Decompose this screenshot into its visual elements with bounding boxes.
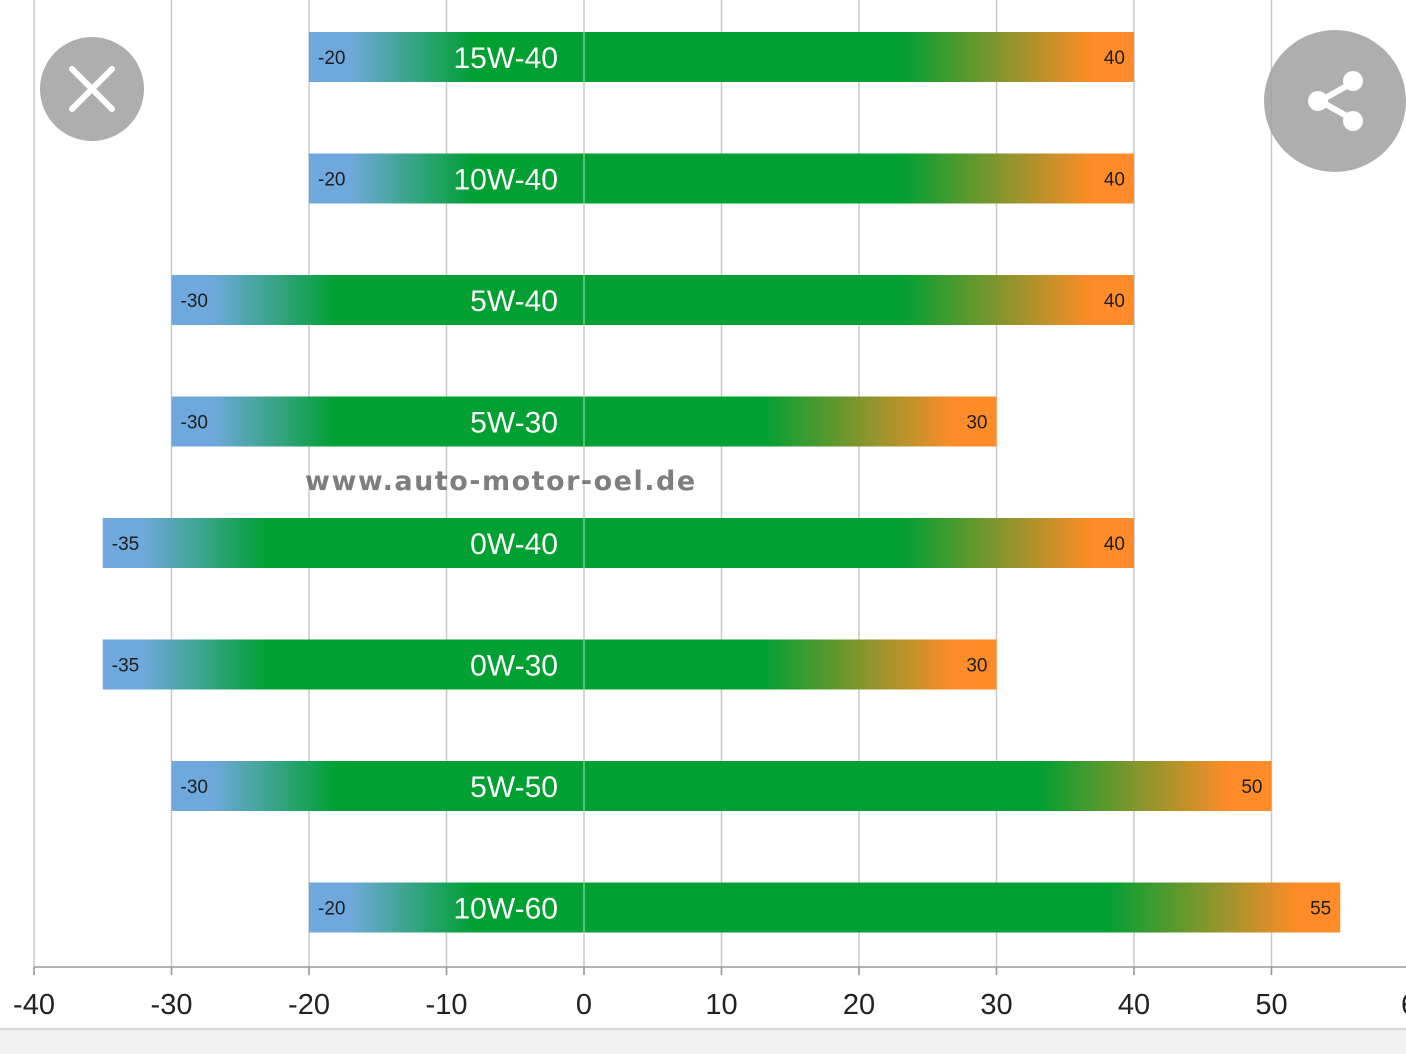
bar-min-label: -30 xyxy=(181,777,208,798)
bar-min-label: -20 xyxy=(318,48,345,69)
oil-temperature-range-chart: -20 40 15W-40 -20 40 10W-40 -30 40 5W-40 -30 30 5W-… xyxy=(13,0,1406,1021)
bar-max-label: 40 xyxy=(1104,170,1125,191)
bar-name-label: 10W-40 xyxy=(453,164,558,197)
bar-name-label: 5W-50 xyxy=(470,771,558,804)
x-tick-label: 50 xyxy=(1255,989,1287,1021)
bar-max-label: 50 xyxy=(1241,777,1262,798)
bar-min-label: -35 xyxy=(112,534,139,555)
x-tick-label: -20 xyxy=(288,989,330,1021)
bar-name-label: 15W-40 xyxy=(453,42,558,75)
bar-name-label: 10W-60 xyxy=(453,893,558,926)
x-tick-label: 30 xyxy=(980,989,1012,1021)
close-button[interactable] xyxy=(40,37,144,141)
x-tick-label: 10 xyxy=(705,989,737,1021)
bar-min-label: -30 xyxy=(181,291,208,312)
bar-15W-40 xyxy=(309,32,1134,82)
bottom-strip xyxy=(0,1028,1406,1054)
bar-0W-40 xyxy=(102,518,1134,568)
bar-name-label: 0W-30 xyxy=(470,650,558,683)
bar-max-label: 55 xyxy=(1310,899,1331,920)
share-button[interactable] xyxy=(1264,30,1406,172)
bar-name-label: 0W-40 xyxy=(470,528,558,561)
watermark-text: www.auto-motor-oel.de xyxy=(305,466,697,497)
bar-0W-30 xyxy=(102,639,997,690)
x-tick-label: -10 xyxy=(426,989,468,1021)
bar-min-label: -30 xyxy=(181,413,208,434)
bars: -20 40 15W-40 -20 40 10W-40 -30 40 5W-40 -30 30 5W-… xyxy=(102,32,1341,933)
share-icon xyxy=(1308,71,1363,131)
x-tick-label: 40 xyxy=(1118,989,1150,1021)
x-tick-label: -40 xyxy=(13,989,55,1021)
bar-min-label: -20 xyxy=(318,170,345,191)
bar-min-label: -35 xyxy=(112,656,139,677)
bar-name-label: 5W-30 xyxy=(470,407,558,440)
close-icon xyxy=(69,66,115,112)
bar-10W-40 xyxy=(309,153,1134,204)
bar-5W-50 xyxy=(171,761,1272,811)
x-tick-label: 20 xyxy=(843,989,875,1021)
bar-min-label: -20 xyxy=(318,899,345,920)
x-axis: -40 -30 -20 -10 0 10 20 30 40 50 6 xyxy=(13,966,1406,1021)
bar-10W-60 xyxy=(309,882,1341,933)
bar-name-label: 5W-40 xyxy=(470,285,558,318)
x-tick-label: -30 xyxy=(151,989,193,1021)
x-tick-label: 0 xyxy=(576,989,592,1021)
x-tick-label: 6 xyxy=(1401,989,1406,1021)
bar-5W-40 xyxy=(171,275,1134,325)
grid-lines xyxy=(33,0,1273,975)
bar-max-label: 40 xyxy=(1104,48,1125,69)
bar-max-label: 30 xyxy=(966,413,987,434)
bar-5W-30 xyxy=(171,396,997,447)
bar-max-label: 40 xyxy=(1104,534,1125,555)
bar-max-label: 30 xyxy=(966,656,987,677)
bar-max-label: 40 xyxy=(1104,291,1125,312)
